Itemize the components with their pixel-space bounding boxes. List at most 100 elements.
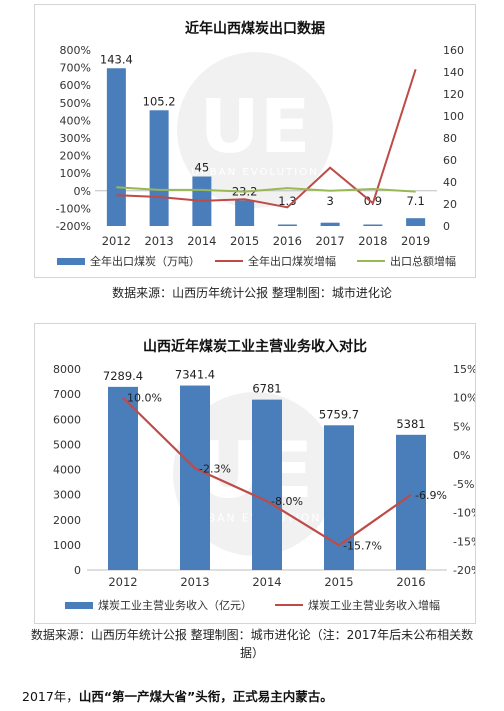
chart2-right-tick: 15% (453, 363, 475, 376)
chart1-left-tick: 500% (60, 97, 91, 110)
chart1-left-tick: 100% (60, 167, 91, 180)
chart2-bar-label: 5381 (396, 417, 425, 431)
chart2-bar (252, 399, 282, 570)
chart1-left-tick: -100% (56, 202, 91, 215)
chart1-line-export-growth (116, 69, 417, 209)
chart2-line-label: -8.0% (271, 495, 303, 508)
chart1-x-tick: 2017 (315, 234, 344, 248)
chart1-bar (320, 222, 340, 226)
chart1-bar (235, 200, 255, 226)
chart2-right-tick: 10% (453, 392, 475, 405)
chart1-title: 近年山西煤炭出口数据 (185, 20, 325, 37)
chart1-right-tick: 60 (443, 154, 457, 167)
chart1-bar-label: 143.4 (100, 52, 133, 66)
chart2-right-tick: -5% (453, 478, 474, 491)
chart1-bar-label: 7.1 (406, 194, 424, 208)
chart1-right-tick: 0 (443, 220, 450, 233)
chart1-right-tick: 80 (443, 132, 457, 145)
chart2-left-tick: 8000 (53, 363, 81, 376)
chart2-line-label: -6.9% (415, 489, 447, 502)
chart2-bar (108, 386, 138, 570)
chart1-right-tick: 120 (443, 88, 464, 101)
chart1-x-tick: 2012 (102, 234, 131, 248)
chart2-legend-swatch (65, 602, 93, 609)
chart2-line-growth (122, 396, 412, 547)
chart2-bar-label: 5759.7 (319, 407, 359, 421)
chart2-left-tick: 1000 (53, 539, 81, 552)
chart2-left-tick: 4000 (53, 464, 81, 477)
chart2-x-tick: 2015 (324, 575, 353, 589)
chart2-right-tick: -20% (453, 564, 475, 577)
paragraph-bold: 山西“第一产煤大省”头衔，正式易主内蒙古。 (78, 689, 333, 704)
chart-panel-coal-export: UE URBAN EVOLUTION 近年山西煤炭出口数据 800% 700% 600% 5… (34, 4, 476, 278)
chart2-bar-label: 6781 (252, 382, 281, 396)
chart2-bar (180, 385, 210, 570)
watermark-mark: UE (200, 84, 311, 170)
chart1-right-tick: 100 (443, 110, 464, 123)
chart2-line-label: -15.7% (343, 539, 382, 552)
chart1-bar (406, 218, 426, 226)
chart2-right-tick: -15% (453, 535, 475, 548)
chart1-left-tick: 200% (60, 150, 91, 163)
chart1-right-tick: 20 (443, 198, 457, 211)
chart2-caption: 数据来源：山西历年统计公报 整理制图：城市进化论（注：2017年后未公布相关数据… (30, 628, 474, 660)
chart1-x-tick: 2014 (187, 234, 216, 248)
chart1-right-tick: 140 (443, 66, 464, 79)
chart1-x-tick: 2015 (230, 234, 259, 248)
chart1-left-tick: 0% (74, 185, 91, 198)
chart2-bar-label: 7289.4 (103, 369, 143, 383)
chart2-bar-label: 7341.4 (175, 368, 215, 382)
chart1-legend-label: 全年出口煤炭（万吨） (90, 254, 200, 268)
chart2-right-tick: 5% (453, 420, 470, 433)
chart1-legend-label: 全年出口煤炭增幅 (248, 254, 336, 268)
chart2-x-tick: 2013 (180, 575, 209, 589)
chart1-line-total-growth (116, 186, 416, 193)
watermark-text: URBAN EVOLUTION (191, 167, 319, 178)
chart1-x-tick: 2013 (144, 234, 173, 248)
chart2-legend-label: 煤炭工业主营业务收入增幅 (308, 598, 440, 612)
chart1-bar-label: 105.2 (143, 94, 176, 108)
chart1-bar (149, 110, 169, 226)
chart1-x-tick: 2018 (358, 234, 387, 248)
chart2-line-label: -2.3% (199, 462, 231, 475)
chart1-left-tick: -200% (56, 220, 91, 233)
chart1-left-tick: 600% (60, 79, 91, 92)
chart1-bar (277, 224, 297, 226)
chart1-bar-label: 1.3 (278, 194, 296, 208)
chart1-x-tick: 2016 (273, 234, 302, 248)
watermark-circle (177, 52, 333, 208)
chart2-line-label: 10.0% (127, 392, 162, 405)
chart2-left-tick: 3000 (53, 489, 81, 502)
chart2-legend-label: 煤炭工业主营业务收入（亿元） (98, 598, 252, 612)
chart2-left-tick: 2000 (53, 514, 81, 527)
chart2-x-tick: 2012 (108, 575, 137, 589)
chart1-left-tick: 300% (60, 132, 91, 145)
chart2-right-tick: 0% (453, 449, 470, 462)
chart1-bar (106, 68, 126, 226)
chart2-x-tick: 2016 (396, 575, 425, 589)
article-paragraph: 2017年，山西“第一产煤大省”头衔，正式易主内蒙古。 (22, 686, 333, 705)
chart2-right-tick: -10% (453, 507, 475, 520)
chart1-right-tick: 160 (443, 44, 464, 57)
chart1-legend-label: 出口总额增幅 (390, 254, 456, 268)
chart2-title: 山西近年煤炭工业主营业务收入对比 (143, 338, 367, 355)
chart2-x-tick: 2014 (252, 575, 281, 589)
chart2-left-tick: 7000 (53, 388, 81, 401)
chart1-bar (363, 224, 383, 226)
chart1-right-tick: 40 (443, 176, 457, 189)
chart1-left-tick: 800% (60, 44, 91, 57)
chart1-bar-label: 3 (326, 194, 333, 208)
chart2-left-tick: 5000 (53, 438, 81, 451)
chart1-bar-label: 45 (195, 161, 210, 175)
chart2-left-tick: 6000 (53, 413, 81, 426)
chart1-legend-swatch (57, 258, 85, 265)
chart2-left-tick: 0 (74, 564, 81, 577)
paragraph-prefix: 2017年， (22, 689, 79, 704)
chart1-left-tick: 400% (60, 114, 91, 127)
chart1-left-tick: 700% (60, 62, 91, 75)
chart1-caption: 数据来源：山西历年统计公报 整理制图：城市进化论 (112, 286, 392, 300)
